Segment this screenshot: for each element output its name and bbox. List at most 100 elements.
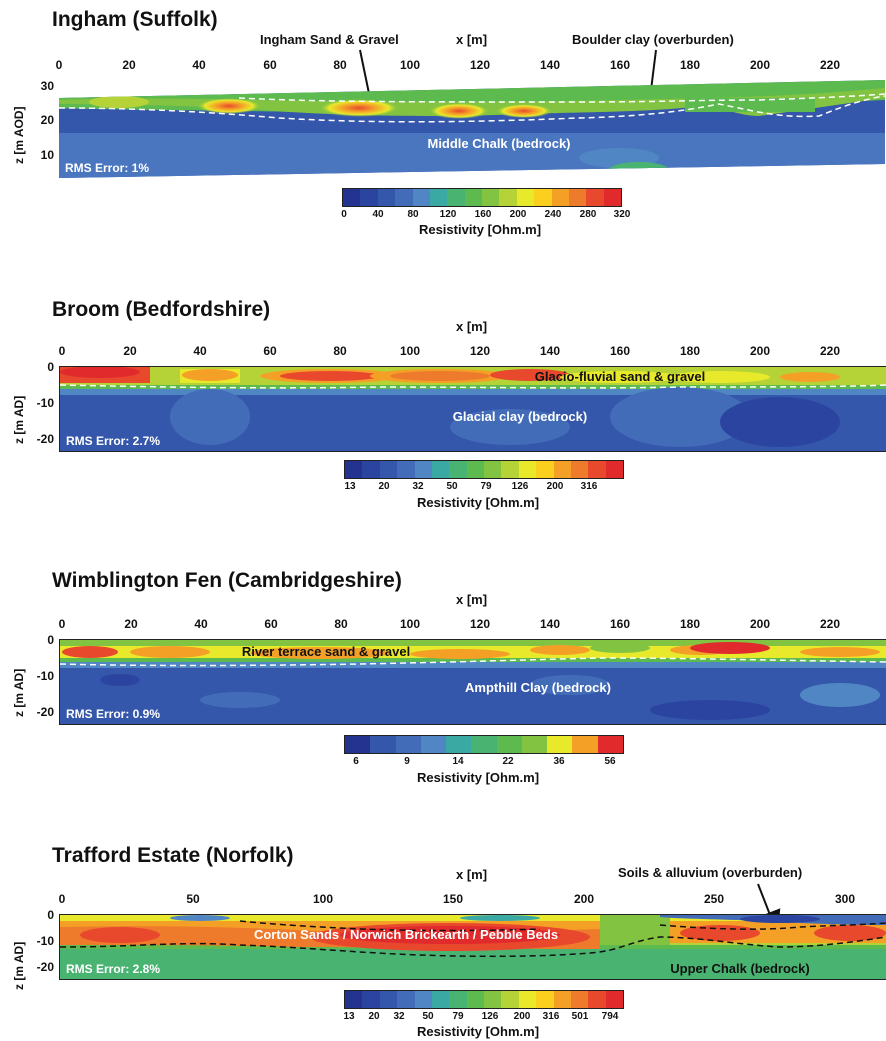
x-tick: 140 bbox=[539, 344, 561, 358]
x-tick: 50 bbox=[186, 892, 200, 906]
x-tick: 200 bbox=[749, 344, 771, 358]
colorbar-label: Resistivity [Ohm.m] bbox=[416, 495, 540, 510]
rms-error: RMS Error: 1% bbox=[65, 161, 150, 175]
x-axis-label: x [m] bbox=[456, 867, 488, 882]
colorbar-tick: 0 bbox=[341, 209, 347, 220]
colorbar-tick: 20 bbox=[378, 481, 390, 492]
colorbar-tick: 794 bbox=[601, 1011, 619, 1022]
x-tick: 150 bbox=[442, 892, 464, 906]
x-axis-label: x [m] bbox=[456, 319, 488, 334]
colorbar-tick: 316 bbox=[580, 481, 598, 492]
x-tick: 100 bbox=[312, 892, 334, 906]
x-tick: 180 bbox=[679, 58, 701, 72]
colorbar-tick: 200 bbox=[546, 481, 564, 492]
colorbar-tick: 160 bbox=[474, 209, 492, 220]
y-axis-label: z [m AD] bbox=[12, 668, 26, 717]
panel-broom: Broom (Bedfordshire) x [m] 0 20 40 60 80… bbox=[0, 294, 886, 524]
x-tick: 100 bbox=[399, 344, 421, 358]
colorbar-tick: 200 bbox=[509, 209, 527, 220]
colorbar-tick: 501 bbox=[571, 1011, 589, 1022]
panel-title: Broom (Bedfordshire) bbox=[52, 298, 271, 321]
y-axis-label: z [m AD] bbox=[12, 941, 26, 990]
unit-label: Glacio-fluvial sand & gravel bbox=[534, 369, 706, 384]
colorbar-tick: 320 bbox=[613, 209, 631, 220]
x-tick: 0 bbox=[58, 617, 66, 631]
rms-error: RMS Error: 2.8% bbox=[66, 962, 161, 976]
colorbar-tick: 32 bbox=[412, 481, 424, 492]
panel-wimblington: Wimblington Fen (Cambridgeshire) x [m] 0… bbox=[0, 565, 886, 795]
colorbar-tick: 126 bbox=[481, 1011, 499, 1022]
x-tick: 80 bbox=[334, 617, 348, 631]
x-tick: 220 bbox=[819, 344, 841, 358]
x-tick: 100 bbox=[399, 617, 421, 631]
panel-trafford: Trafford Estate (Norfolk) x [m] Soils & … bbox=[0, 840, 886, 1040]
y-tick: -20 bbox=[36, 960, 54, 974]
x-tick: 60 bbox=[264, 617, 278, 631]
colorbar-tick: 40 bbox=[372, 209, 384, 220]
x-tick: 120 bbox=[469, 58, 491, 72]
colorbar-tick: 50 bbox=[422, 1011, 434, 1022]
x-tick: 100 bbox=[399, 58, 421, 72]
x-tick: 160 bbox=[609, 344, 631, 358]
colorbar bbox=[344, 735, 624, 754]
colorbar-tick: 79 bbox=[480, 481, 492, 492]
x-tick: 180 bbox=[679, 617, 701, 631]
x-tick: 40 bbox=[194, 617, 208, 631]
unit-label: Ampthill Clay (bedrock) bbox=[465, 680, 611, 695]
colorbar bbox=[342, 188, 622, 207]
colorbar bbox=[344, 460, 624, 479]
colorbar-tick: 80 bbox=[407, 209, 419, 220]
x-tick: 160 bbox=[609, 58, 631, 72]
x-tick: 120 bbox=[469, 617, 491, 631]
x-tick: 120 bbox=[469, 344, 491, 358]
colorbar-tick: 120 bbox=[439, 209, 457, 220]
x-axis-label: x [m] bbox=[456, 592, 488, 607]
colorbar-tick: 6 bbox=[353, 756, 359, 767]
colorbar-tick: 32 bbox=[393, 1011, 405, 1022]
x-tick: 60 bbox=[263, 58, 277, 72]
x-tick: 200 bbox=[749, 58, 771, 72]
panel-title: Trafford Estate (Norfolk) bbox=[52, 844, 294, 867]
x-tick: 250 bbox=[703, 892, 725, 906]
y-tick: 20 bbox=[40, 113, 54, 127]
colorbar-tick: 200 bbox=[513, 1011, 531, 1022]
x-tick: 20 bbox=[123, 344, 137, 358]
unit-label: Corton Sands / Norwich Brickearth / Pebb… bbox=[253, 927, 559, 942]
x-tick: 140 bbox=[539, 617, 561, 631]
x-tick: 40 bbox=[193, 344, 207, 358]
colorbar-label: Resistivity [Ohm.m] bbox=[416, 1024, 540, 1039]
unit-label: River terrace sand & gravel bbox=[241, 644, 411, 659]
colorbar-tick: 126 bbox=[511, 481, 529, 492]
y-tick: -10 bbox=[36, 669, 54, 683]
resistivity-section: RMS Error: 2.8% Corton Sands / Norwich B… bbox=[59, 914, 886, 980]
colorbar-tick: 56 bbox=[604, 756, 616, 767]
x-tick: 220 bbox=[819, 58, 841, 72]
resistivity-section: RMS Error: 0.9% River terrace sand & gra… bbox=[59, 639, 886, 725]
colorbar-label: Resistivity [Ohm.m] bbox=[416, 770, 540, 785]
x-axis-label: x [m] bbox=[456, 32, 488, 47]
x-tick: 80 bbox=[333, 58, 347, 72]
annotation-ingham-sand: Ingham Sand & Gravel bbox=[260, 32, 399, 47]
x-tick: 180 bbox=[679, 344, 701, 358]
colorbar-tick: 36 bbox=[553, 756, 565, 767]
y-tick: 0 bbox=[47, 633, 54, 647]
x-tick: 0 bbox=[58, 892, 66, 906]
x-tick: 0 bbox=[58, 344, 66, 358]
rms-error: RMS Error: 2.7% bbox=[66, 434, 161, 448]
y-tick: 10 bbox=[40, 148, 54, 162]
x-tick: 300 bbox=[834, 892, 856, 906]
colorbar-label: Resistivity [Ohm.m] bbox=[418, 222, 542, 237]
y-tick: -10 bbox=[36, 934, 54, 948]
x-tick: 40 bbox=[192, 58, 206, 72]
annotation-boulder-clay: Boulder clay (overburden) bbox=[572, 32, 734, 47]
unit-label: Upper Chalk (bedrock) bbox=[670, 961, 810, 976]
y-tick: -20 bbox=[36, 705, 54, 719]
colorbar-tick: 20 bbox=[368, 1011, 380, 1022]
x-tick: 200 bbox=[749, 617, 771, 631]
panel-title: Wimblington Fen (Cambridgeshire) bbox=[52, 569, 402, 592]
colorbar-tick: 240 bbox=[544, 209, 562, 220]
resistivity-section: RMS Error: 2.7% Glacio-fluvial sand & gr… bbox=[59, 366, 886, 452]
y-tick: -10 bbox=[36, 396, 54, 410]
unit-label: Glacial clay (bedrock) bbox=[452, 409, 588, 424]
x-tick: 20 bbox=[124, 617, 138, 631]
